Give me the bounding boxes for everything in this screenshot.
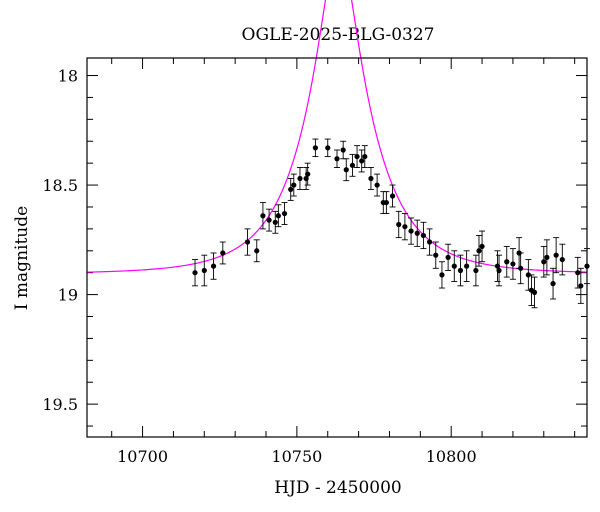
data-point	[374, 182, 380, 188]
data-point	[362, 153, 368, 160]
data-point	[354, 153, 360, 160]
x-tick-label: 10700	[117, 447, 168, 466]
data-point	[297, 175, 303, 182]
data-point	[479, 243, 485, 250]
data-point	[272, 219, 278, 225]
data-point	[312, 145, 318, 151]
data-point	[408, 228, 414, 234]
data-point	[457, 267, 464, 274]
y-tick-label: 18	[58, 67, 78, 86]
data-point	[349, 162, 356, 168]
data-point	[525, 272, 531, 278]
data-point	[291, 182, 297, 188]
y-tick-label: 19	[58, 286, 78, 305]
data-point	[220, 250, 226, 256]
y-tick-label: 18.5	[42, 176, 78, 195]
data-point	[343, 167, 349, 173]
data-point	[439, 272, 445, 278]
data-point	[359, 158, 365, 164]
data-point	[476, 248, 482, 254]
data-point	[402, 224, 408, 230]
chart-title: OGLE-2025-BLG-0327	[242, 25, 435, 45]
y-tick-label: 19.5	[42, 395, 78, 414]
data-point	[192, 270, 198, 276]
data-point	[325, 145, 331, 151]
plot-frame	[86, 57, 588, 438]
data-point	[426, 239, 433, 245]
data-point	[510, 261, 516, 267]
data-point	[496, 267, 502, 274]
data-point	[531, 289, 538, 296]
data-point	[541, 259, 547, 265]
data-point	[559, 256, 565, 263]
model-curve	[86, 0, 588, 273]
plot-layer: 10700 10750 10800 18 18.5 19 19.5	[42, 0, 590, 466]
data-point	[210, 263, 217, 269]
data-point	[334, 156, 340, 162]
x-tick-label: 10800	[426, 447, 477, 466]
data-point	[420, 232, 427, 239]
x-axis-title: HJD - 2450000	[274, 478, 402, 498]
data-point	[553, 252, 559, 258]
data-point	[544, 254, 550, 260]
data-point	[281, 210, 288, 217]
data-point	[451, 263, 457, 269]
data-point	[473, 267, 479, 274]
data-point	[368, 175, 374, 182]
data-point	[575, 270, 581, 276]
data-point	[550, 281, 556, 287]
data-point	[383, 199, 389, 206]
data-point	[396, 221, 402, 228]
data-point	[578, 283, 584, 289]
data-point	[305, 171, 311, 177]
data-point	[464, 263, 470, 269]
data-point	[504, 259, 510, 265]
data-point	[340, 147, 346, 153]
data-point	[201, 267, 207, 274]
x-tick-label: 10750	[271, 447, 322, 466]
data-point	[518, 265, 524, 271]
y-axis-title: I magnitude	[12, 206, 32, 310]
data-point	[433, 252, 439, 258]
data-point	[445, 254, 451, 260]
data-point	[244, 239, 251, 245]
data-point	[266, 217, 272, 223]
data-point	[288, 186, 294, 193]
data-point	[389, 193, 396, 199]
data-point	[275, 213, 281, 219]
data-point	[254, 248, 260, 254]
data-point	[414, 230, 420, 236]
data-point	[260, 213, 266, 219]
